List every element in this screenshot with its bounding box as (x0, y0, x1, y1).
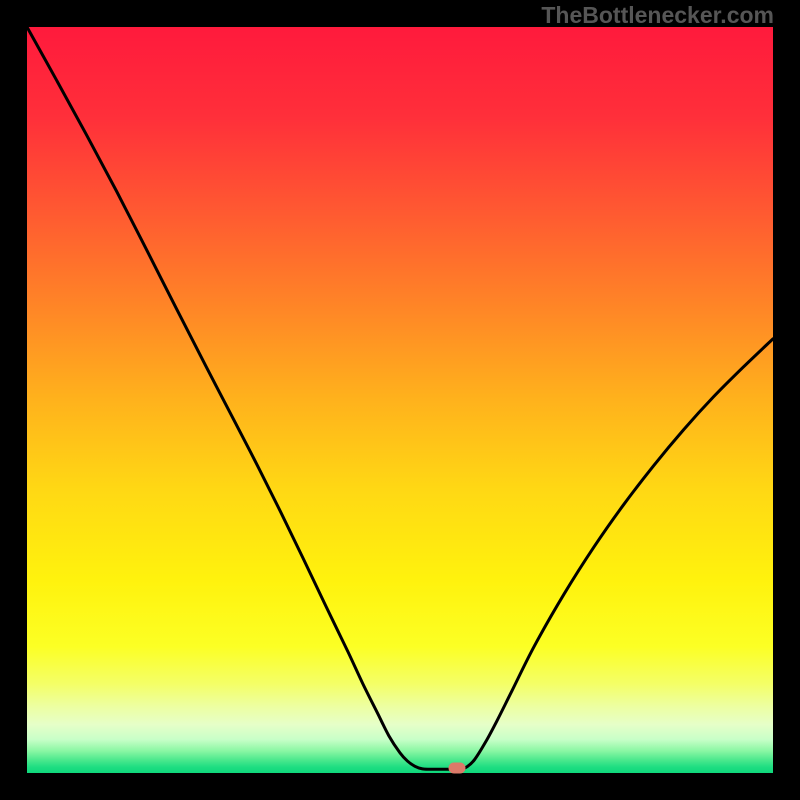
bottleneck-curve (0, 0, 800, 800)
chart-frame: TheBottlenecker.com (0, 0, 800, 800)
minimum-marker (448, 762, 465, 773)
